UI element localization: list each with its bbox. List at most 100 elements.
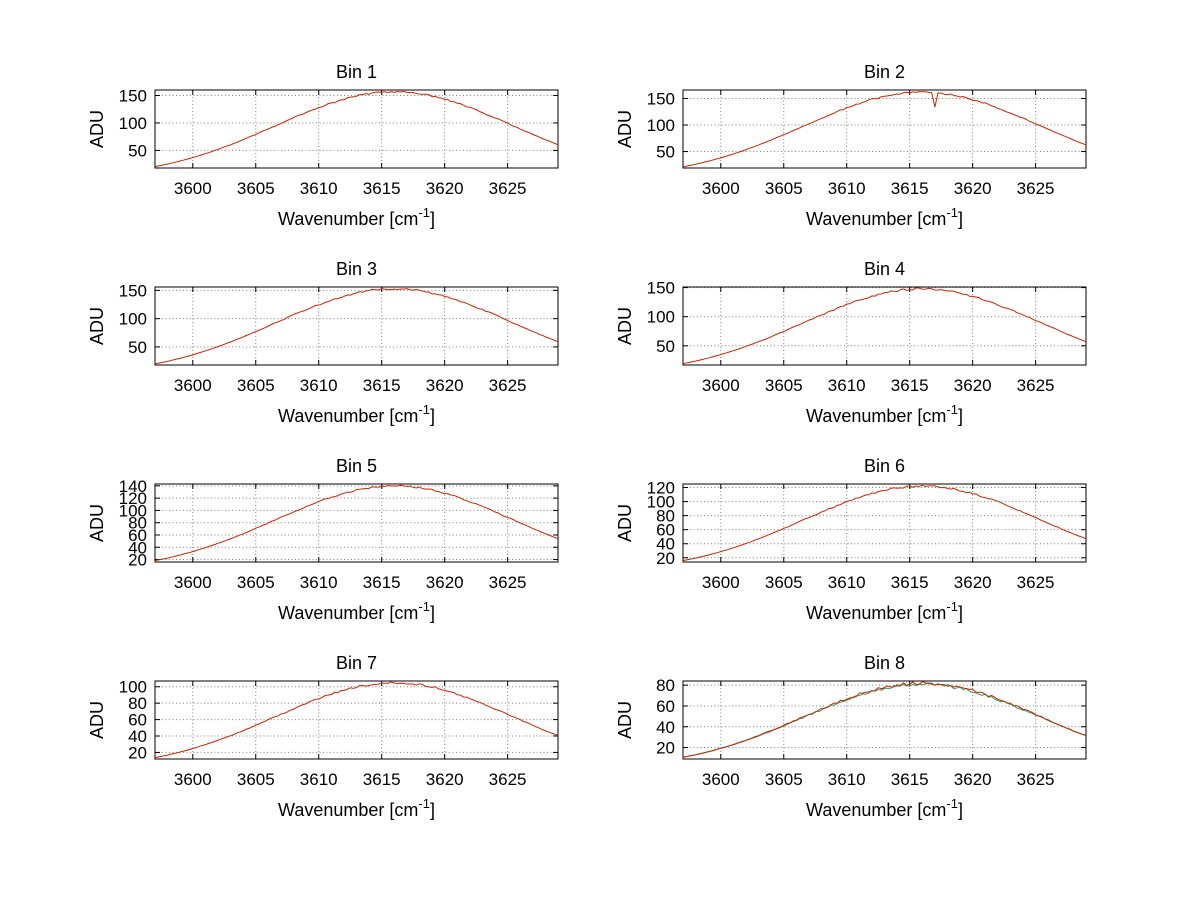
- y-tick-label: 20: [656, 549, 675, 568]
- subplot-title-bin-3: Bin 3: [336, 259, 377, 279]
- x-axis-label-superscript: -1: [418, 402, 430, 417]
- subplot-bin-4: Bin 4 50 100 150 3600 3605 3610 3615 3620 3625 ADU…: [615, 259, 1087, 426]
- x-tick-label: 3605: [765, 179, 803, 198]
- subplot-bin-1: Bin 1 50 100 150 3600 3605 3610 3615 3620 3625 ADU…: [87, 62, 559, 229]
- x-tick-label: 3600: [702, 179, 740, 198]
- x-tick-label: 3610: [300, 770, 338, 789]
- y-tick-label: 100: [647, 116, 675, 135]
- subplot-title-bin-2: Bin 2: [864, 62, 905, 82]
- y-tick-label: 20: [128, 551, 147, 570]
- y-tick-label: 60: [656, 697, 675, 716]
- x-axis-label-pre: Wavenumber [cm: [278, 406, 418, 426]
- x-tick-label: 3615: [891, 376, 929, 395]
- x-axis-label-pre: Wavenumber [cm: [278, 209, 418, 229]
- y-tick-label: 120: [647, 479, 675, 498]
- x-tick-label: 3610: [300, 376, 338, 395]
- spectrum-trace-bin-4-s1: [683, 287, 1086, 365]
- x-axis-label-superscript: -1: [418, 796, 430, 811]
- x-tick-label: 3620: [954, 179, 992, 198]
- x-tick-label: 3625: [1017, 770, 1055, 789]
- x-tick-label: 3625: [1017, 179, 1055, 198]
- y-axis-label: ADU: [615, 110, 635, 148]
- y-tick-label: 150: [119, 87, 147, 106]
- x-axis-label: Wavenumber [cm-1]: [806, 402, 963, 426]
- axes-box: [682, 483, 1087, 563]
- x-tick-label: 3600: [702, 376, 740, 395]
- x-tick-label: 3605: [765, 770, 803, 789]
- spectrum-trace-bin-2-s1: [683, 91, 1086, 168]
- y-axis-label: ADU: [87, 701, 107, 739]
- subplot-bin-3: Bin 3 50 100 150 3600 3605 3610 3615 3620 3625 ADU…: [87, 259, 559, 426]
- x-axis-label-superscript: -1: [946, 796, 958, 811]
- x-tick-label: 3600: [174, 770, 212, 789]
- y-tick-label: 60: [128, 526, 147, 545]
- x-tick-label: 3605: [237, 573, 275, 592]
- axes-box: [154, 286, 559, 366]
- y-tick-label: 100: [647, 493, 675, 512]
- y-tick-label: 20: [128, 743, 147, 762]
- x-tick-label: 3600: [174, 376, 212, 395]
- y-tick-label: 150: [119, 281, 147, 300]
- x-tick-label: 3615: [363, 179, 401, 198]
- y-axis-label: ADU: [615, 504, 635, 542]
- axes-box: [682, 286, 1087, 366]
- x-tick-label: 3625: [489, 573, 527, 592]
- x-axis-label-superscript: -1: [946, 205, 958, 220]
- y-tick-label: 150: [647, 279, 675, 298]
- x-tick-label: 3605: [237, 770, 275, 789]
- x-tick-label: 3605: [765, 573, 803, 592]
- x-tick-label: 3620: [426, 770, 464, 789]
- x-tick-label: 3605: [237, 179, 275, 198]
- axes-box: [682, 680, 1087, 760]
- x-tick-label: 3610: [300, 179, 338, 198]
- x-tick-label: 3605: [765, 376, 803, 395]
- x-tick-label: 3615: [363, 376, 401, 395]
- x-axis-label: Wavenumber [cm-1]: [806, 205, 963, 229]
- x-tick-label: 3615: [891, 179, 929, 198]
- x-tick-label: 3610: [828, 770, 866, 789]
- y-tick-label: 50: [128, 338, 147, 357]
- x-axis-label-pre: Wavenumber [cm: [278, 800, 418, 820]
- x-tick-label: 3600: [174, 179, 212, 198]
- x-tick-label: 3620: [954, 573, 992, 592]
- y-tick-label: 60: [656, 521, 675, 540]
- x-axis-label-superscript: -1: [946, 599, 958, 614]
- y-tick-label: 100: [119, 678, 147, 697]
- y-tick-label: 100: [119, 114, 147, 133]
- subplot-title-bin-1: Bin 1: [336, 62, 377, 82]
- subplot-title-bin-7: Bin 7: [336, 653, 377, 673]
- x-axis-label-superscript: -1: [418, 599, 430, 614]
- x-axis-label-post: ]: [958, 603, 963, 623]
- x-axis-label-pre: Wavenumber [cm: [806, 800, 946, 820]
- x-axis-label: Wavenumber [cm-1]: [278, 796, 435, 820]
- spectrum-trace-bin-1-s1: [155, 90, 558, 168]
- x-tick-label: 3600: [702, 770, 740, 789]
- axes-box: [154, 89, 559, 169]
- x-tick-label: 3625: [1017, 573, 1055, 592]
- x-tick-label: 3620: [954, 376, 992, 395]
- x-axis-label-post: ]: [430, 800, 435, 820]
- y-tick-label: 50: [656, 337, 675, 356]
- x-tick-label: 3615: [891, 770, 929, 789]
- x-tick-label: 3615: [891, 573, 929, 592]
- x-axis-label: Wavenumber [cm-1]: [278, 599, 435, 623]
- y-tick-label: 50: [128, 141, 147, 160]
- x-axis-label: Wavenumber [cm-1]: [278, 205, 435, 229]
- x-axis-label-pre: Wavenumber [cm: [806, 603, 946, 623]
- spectrum-trace-bin-6-s1: [683, 484, 1086, 562]
- x-tick-label: 3625: [489, 770, 527, 789]
- x-tick-label: 3625: [489, 376, 527, 395]
- x-tick-label: 3615: [363, 573, 401, 592]
- x-tick-label: 3600: [174, 573, 212, 592]
- y-tick-label: 60: [128, 711, 147, 730]
- x-axis-label-pre: Wavenumber [cm: [806, 209, 946, 229]
- x-axis-label-pre: Wavenumber [cm: [278, 603, 418, 623]
- spectrum-trace-bin-8-s2: [683, 681, 1086, 758]
- x-axis-label: Wavenumber [cm-1]: [278, 402, 435, 426]
- y-tick-label: 80: [656, 676, 675, 695]
- subplot-bin-8: Bin 8 20 40 60 80 3600 3605 3610 3615 3620 3625 ADU…: [615, 653, 1087, 820]
